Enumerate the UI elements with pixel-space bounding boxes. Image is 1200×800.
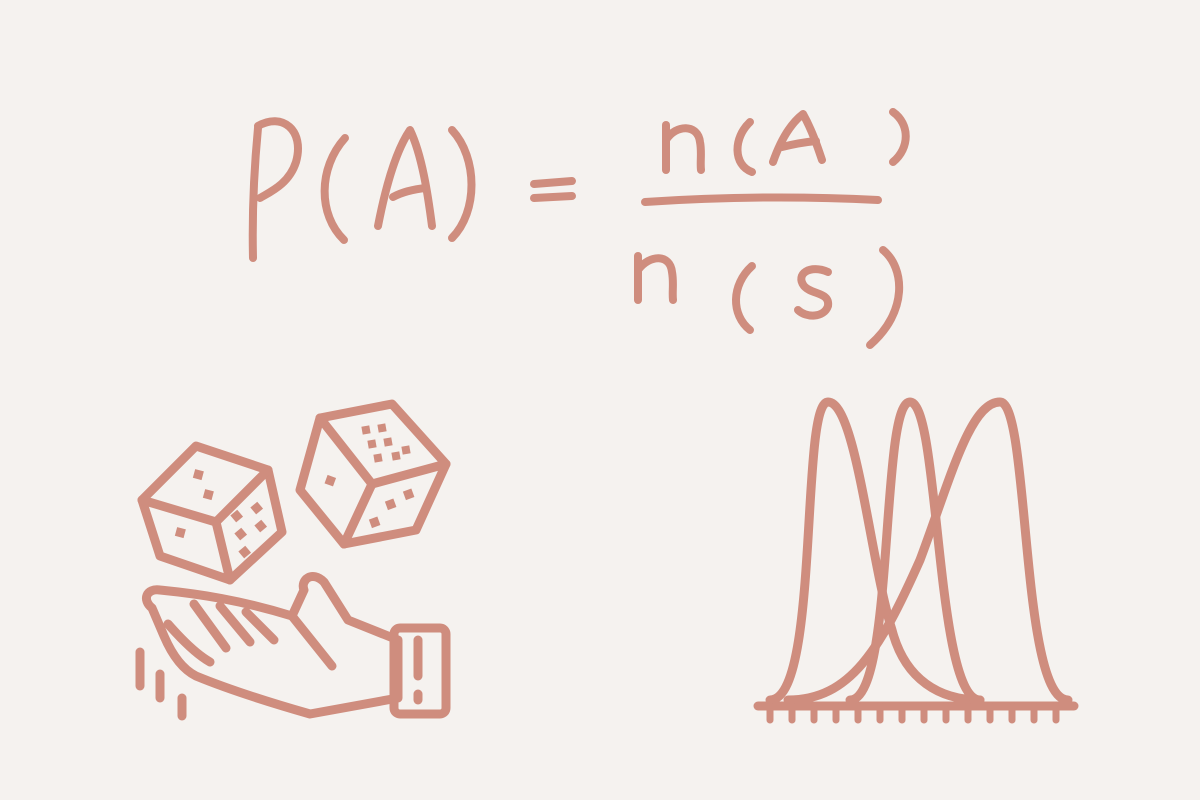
formula-numerator-open-paren: [733, 118, 756, 176]
bell-curve-middle: [845, 397, 985, 705]
bell-curve-right: [783, 397, 1073, 705]
overlapping-bell-curves-icon: [753, 397, 1079, 724]
formula-numerator-letter-a: [769, 110, 826, 166]
formula-close-paren: [448, 126, 476, 242]
formula-numerator-close-paren: [889, 108, 910, 166]
formula-denominator-open-paren: [732, 262, 756, 334]
formula-denominator-n: [634, 252, 677, 304]
x-axis-ticks: [766, 702, 1060, 724]
formula-letter-a: [374, 126, 436, 230]
formula-denominator-letter-s: [794, 265, 833, 320]
left-die-icon: [137, 441, 287, 585]
formula-fraction-bar: [641, 193, 882, 206]
right-die-icon: [295, 399, 451, 549]
dice-pips: [174, 423, 415, 559]
sleeve-cuff-icon: [389, 623, 451, 719]
bell-curve-left: [765, 397, 985, 705]
probability-formula: [248, 108, 910, 349]
formula-letter-p: [248, 117, 302, 262]
motion-lines-icon: [135, 647, 187, 721]
formula-denominator-close-paren: [866, 246, 904, 349]
formula-open-paren: [320, 134, 349, 244]
formula-numerator-n: [662, 121, 705, 174]
formula-equals-sign: [530, 177, 576, 202]
hand-throwing-dice-icon: [135, 399, 451, 721]
hand-icon: [142, 572, 403, 719]
